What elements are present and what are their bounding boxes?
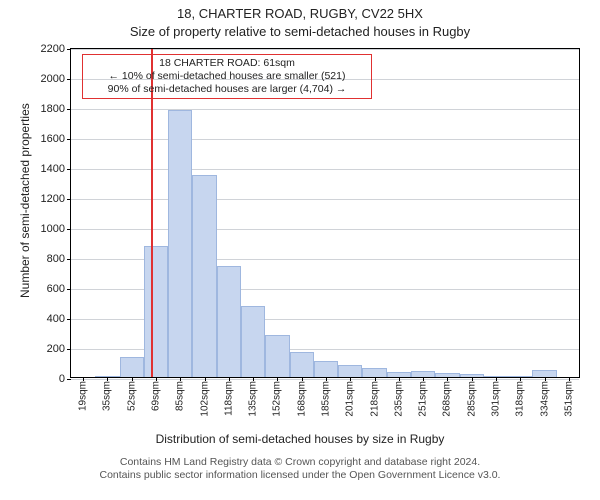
histogram-bar (532, 370, 556, 377)
chart-super-title: 18, CHARTER ROAD, RUGBY, CV22 5HX (0, 6, 600, 21)
x-tick-label: 334sqm (539, 381, 550, 417)
histogram-bar (168, 110, 192, 377)
y-tick-label: 200 (47, 343, 65, 355)
x-tick-label: 301sqm (491, 381, 502, 417)
histogram-bar (290, 352, 314, 378)
y-tick-mark (67, 199, 71, 200)
histogram-bar (217, 266, 241, 377)
y-tick-label: 800 (47, 253, 65, 265)
x-tick-label: 318sqm (515, 381, 526, 417)
histogram-bar (338, 365, 362, 377)
x-tick-label: 102sqm (199, 381, 210, 417)
y-tick-mark (67, 49, 71, 50)
y-tick-label: 1800 (41, 103, 65, 115)
y-tick-label: 1200 (41, 193, 65, 205)
y-tick-mark (67, 109, 71, 110)
y-tick-mark (67, 319, 71, 320)
x-tick-label: 268sqm (442, 381, 453, 417)
x-tick-label: 285sqm (466, 381, 477, 417)
histogram-bar (192, 175, 216, 378)
y-tick-mark (67, 379, 71, 380)
gridline (71, 229, 579, 230)
annotation-line: ← 10% of semi-detached houses are smalle… (89, 70, 365, 83)
x-tick-label: 152sqm (272, 381, 283, 417)
x-axis-label: Distribution of semi-detached houses by … (0, 432, 600, 446)
y-tick-label: 0 (59, 373, 65, 385)
footer-line-2: Contains public sector information licen… (0, 469, 600, 482)
y-tick-mark (67, 349, 71, 350)
annotation-line: 18 CHARTER ROAD: 61sqm (89, 57, 365, 70)
x-tick-label: 135sqm (248, 381, 259, 417)
y-axis-label: Number of semi-detached properties (18, 103, 32, 298)
x-tick-label: 52sqm (126, 381, 137, 411)
x-tick-label: 251sqm (418, 381, 429, 417)
y-tick-label: 1000 (41, 223, 65, 235)
y-tick-mark (67, 79, 71, 80)
gridline (71, 199, 579, 200)
gridline (71, 169, 579, 170)
chart-container: 18, CHARTER ROAD, RUGBY, CV22 5HX Size o… (0, 0, 600, 500)
gridline (71, 379, 579, 380)
y-tick-mark (67, 169, 71, 170)
y-tick-label: 2000 (41, 73, 65, 85)
x-tick-label: 118sqm (223, 381, 234, 416)
x-tick-label: 351sqm (563, 381, 574, 417)
footer-line-1: Contains HM Land Registry data © Crown c… (0, 456, 600, 469)
attribution-footer: Contains HM Land Registry data © Crown c… (0, 456, 600, 482)
histogram-bar (362, 368, 386, 377)
histogram-bar (265, 335, 289, 377)
gridline (71, 49, 579, 50)
histogram-bar (120, 357, 144, 377)
histogram-bar (314, 361, 338, 377)
y-tick-mark (67, 289, 71, 290)
y-tick-mark (67, 229, 71, 230)
y-tick-label: 2200 (41, 43, 65, 55)
x-tick-label: 201sqm (345, 381, 356, 417)
annotation-box: 18 CHARTER ROAD: 61sqm← 10% of semi-deta… (82, 54, 372, 99)
x-tick-label: 69sqm (151, 381, 162, 411)
x-tick-label: 85sqm (175, 381, 186, 411)
y-tick-label: 1400 (41, 163, 65, 175)
x-tick-label: 185sqm (321, 381, 332, 417)
x-tick-label: 235sqm (393, 381, 404, 417)
x-tick-label: 218sqm (369, 381, 380, 417)
y-tick-label: 400 (47, 313, 65, 325)
y-tick-label: 1600 (41, 133, 65, 145)
x-tick-label: 19sqm (78, 381, 89, 411)
y-tick-mark (67, 139, 71, 140)
x-tick-label: 35sqm (102, 381, 113, 411)
chart-sub-title: Size of property relative to semi-detach… (0, 24, 600, 39)
histogram-bar (144, 246, 168, 377)
annotation-line: 90% of semi-detached houses are larger (… (89, 83, 365, 96)
x-tick-label: 168sqm (296, 381, 307, 417)
gridline (71, 109, 579, 110)
y-tick-mark (67, 259, 71, 260)
gridline (71, 139, 579, 140)
y-tick-label: 600 (47, 283, 65, 295)
histogram-bar (241, 306, 265, 377)
